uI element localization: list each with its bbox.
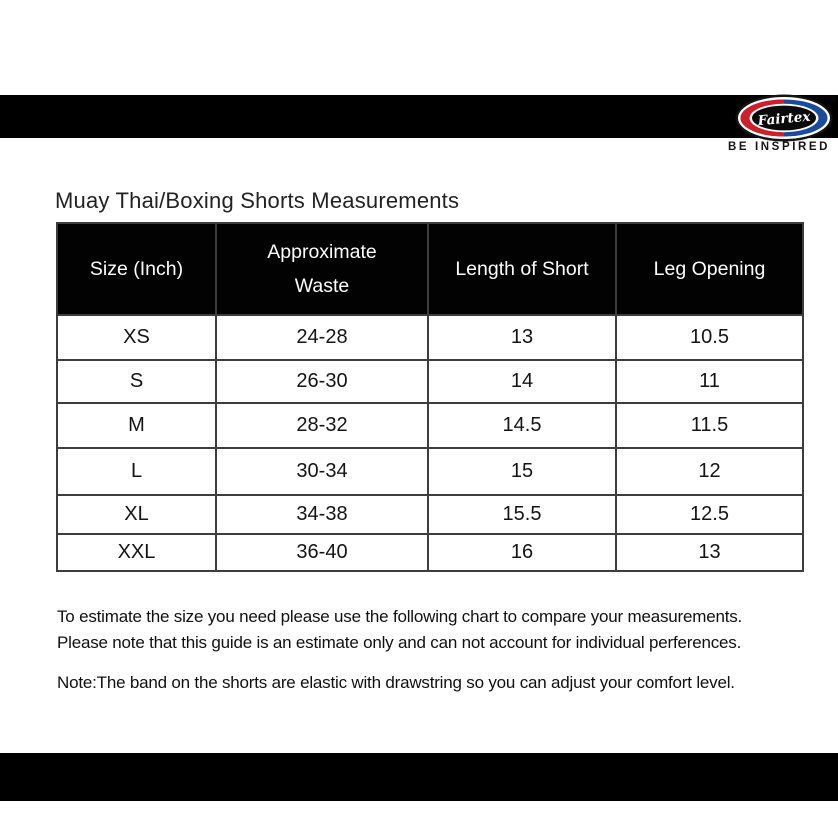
leg-opening-cell: 10.5 — [615, 314, 804, 361]
table-row: XS 24-28 13 10.5 — [56, 314, 804, 361]
table-row: L 30-34 15 12 — [56, 447, 804, 496]
column-header-approximate-waste: Approximate Waste — [215, 222, 429, 316]
sizing-guide-line2: Please note that this guide is an estima… — [57, 633, 742, 652]
leg-opening-cell: 11 — [615, 359, 804, 404]
size-cell: L — [56, 447, 217, 496]
size-cell: S — [56, 359, 217, 404]
length-cell: 14 — [427, 359, 617, 404]
top-black-bar — [0, 95, 838, 138]
column-header-label: Length of Short — [455, 258, 589, 280]
sizing-guide-line1: To estimate the size you need please use… — [57, 607, 743, 626]
leg-opening-cell: 12 — [615, 447, 804, 496]
fairtex-logo-svg: Fairtex ® — [735, 94, 837, 142]
trademark-symbol: ® — [831, 95, 837, 103]
column-header-label-line2: Waste — [294, 275, 350, 297]
column-header-length-of-short: Length of Short — [427, 222, 617, 316]
column-header-label: Leg Opening — [653, 258, 766, 280]
size-cell: XXL — [56, 533, 217, 572]
waste-cell: 28-32 — [215, 402, 429, 449]
column-header-size: Size (Inch) — [56, 222, 217, 316]
leg-opening-cell: 12.5 — [615, 494, 804, 535]
waste-cell: 24-28 — [215, 314, 429, 361]
length-cell: 16 — [427, 533, 617, 572]
size-cell: XL — [56, 494, 217, 535]
waste-cell: 34-38 — [215, 494, 429, 535]
table-row: M 28-32 14.5 11.5 — [56, 402, 804, 449]
table-header-row: Size (Inch) Approximate Waste Length of … — [56, 222, 804, 316]
table-row: S 26-30 14 11 — [56, 359, 804, 404]
column-header-leg-opening: Leg Opening — [615, 222, 804, 316]
fairtex-logo-text: Fairtex — [756, 109, 812, 130]
length-cell: 14.5 — [427, 402, 617, 449]
table-row: XL 34-38 15.5 12.5 — [56, 494, 804, 535]
size-chart-table: Size (Inch) Approximate Waste Length of … — [56, 222, 804, 572]
length-cell: 13 — [427, 314, 617, 361]
elastic-band-note: Note:The band on the shorts are elastic … — [57, 673, 735, 692]
bottom-black-bar — [0, 753, 838, 801]
leg-opening-cell: 13 — [615, 533, 804, 572]
column-header-label-line1: Approximate — [267, 241, 377, 263]
length-cell: 15 — [427, 447, 617, 496]
size-cell: M — [56, 402, 217, 449]
leg-opening-cell: 11.5 — [615, 402, 804, 449]
waste-cell: 30-34 — [215, 447, 429, 496]
page-title: Muay Thai/Boxing Shorts Measurements — [55, 188, 460, 213]
waste-cell: 26-30 — [215, 359, 429, 404]
brand-tagline: BE INSPIRED — [728, 141, 831, 153]
waste-cell: 36-40 — [215, 533, 429, 572]
size-cell: XS — [56, 314, 217, 361]
sizing-guide-text: To estimate the size you need please use… — [57, 604, 742, 656]
table-row: XXL 36-40 16 13 — [56, 533, 804, 572]
fairtex-logo-icon: Fairtex ® — [734, 93, 838, 145]
length-cell: 15.5 — [427, 494, 617, 535]
column-header-label: Size (Inch) — [89, 258, 184, 280]
